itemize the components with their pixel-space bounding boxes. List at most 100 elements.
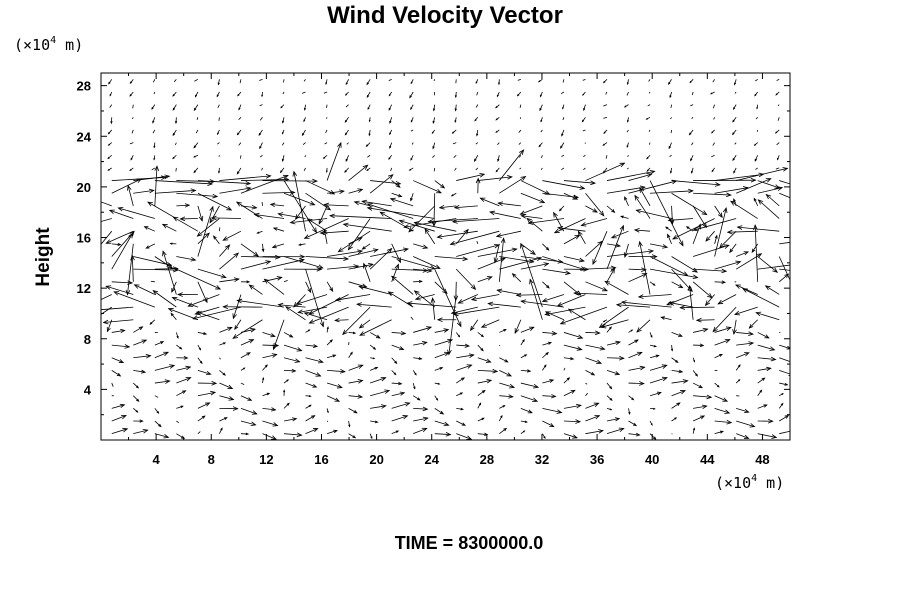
- wind-vector-head: [194, 310, 201, 316]
- wind-vector-head: [108, 209, 115, 214]
- wind-vector-head: [238, 107, 241, 111]
- wind-vector: [671, 192, 707, 215]
- wind-vector: [326, 281, 334, 292]
- wind-vector-head: [580, 222, 587, 227]
- wind-vector-head: [723, 244, 730, 249]
- wind-vector-head: [656, 391, 662, 396]
- wind-vector: [326, 339, 333, 346]
- wind-vector-head: [226, 205, 233, 211]
- wind-vector: [671, 180, 720, 186]
- wind-vector-head: [404, 402, 411, 407]
- wind-vector: [154, 395, 159, 398]
- wind-vector: [154, 351, 169, 359]
- wind-vector: [111, 415, 127, 422]
- wind-vector-head: [194, 94, 198, 98]
- wind-vector: [649, 243, 668, 248]
- wind-vector: [456, 420, 466, 426]
- wind-vector: [526, 218, 543, 232]
- wind-vector-head: [784, 382, 789, 386]
- wind-vector-head: [374, 366, 379, 370]
- wind-vector: [757, 390, 762, 396]
- wind-vector: [519, 167, 522, 170]
- wind-vector-head: [519, 149, 525, 156]
- wind-vector-head: [303, 107, 307, 111]
- wind-vector: [174, 142, 177, 146]
- wind-vector-head: [574, 234, 581, 240]
- wind-vector-head: [366, 206, 373, 211]
- wind-vector-head: [763, 404, 768, 408]
- wind-vector-head: [784, 273, 790, 279]
- wind-vector-head: [611, 209, 616, 213]
- wind-vector-head: [690, 158, 693, 162]
- wind-vector-head: [179, 216, 186, 222]
- wind-vector-head: [236, 171, 240, 175]
- wind-vector-head: [678, 333, 683, 337]
- wind-vector: [278, 213, 306, 219]
- wind-vector-head: [140, 369, 147, 374]
- wind-vector-head: [141, 339, 148, 344]
- wind-vector: [666, 294, 694, 306]
- wind-vector-head: [389, 145, 392, 149]
- wind-vector-head: [514, 328, 520, 335]
- wind-vector: [766, 194, 780, 207]
- wind-vector-head: [473, 158, 477, 163]
- wind-vector-head: [495, 130, 498, 133]
- wind-vector: [154, 341, 164, 346]
- wind-vector: [172, 297, 199, 308]
- x-axis-unit: (×104 m): [715, 473, 784, 492]
- wind-vector: [560, 306, 608, 325]
- wind-vector: [561, 167, 565, 171]
- wind-vector-head: [148, 188, 155, 194]
- wind-vector-head: [495, 233, 502, 238]
- wind-vector: [671, 268, 693, 292]
- wind-vector: [693, 268, 727, 272]
- wind-vector: [736, 332, 754, 335]
- wind-vector-head: [519, 210, 526, 215]
- wind-vector-head: [572, 434, 578, 439]
- wind-vector-head: [726, 229, 733, 235]
- wind-vector-head: [516, 93, 520, 97]
- wind-vector-head: [410, 81, 413, 85]
- wind-vector-head: [316, 266, 323, 272]
- wind-vector: [712, 306, 737, 332]
- wind-vector-head: [470, 296, 477, 302]
- wind-vector: [453, 154, 457, 158]
- wind-vector: [712, 104, 716, 109]
- wind-vector-head: [163, 434, 170, 439]
- wind-vector: [303, 167, 306, 171]
- wind-vector: [499, 428, 507, 434]
- wind-vector-head: [615, 340, 622, 346]
- wind-vector-head: [653, 407, 656, 410]
- wind-vector-head: [130, 157, 133, 161]
- wind-vector: [264, 278, 285, 295]
- wind-vector: [101, 201, 112, 207]
- wind-vector: [188, 294, 220, 307]
- wind-vector: [219, 357, 221, 360]
- wind-vector-head: [695, 317, 702, 323]
- wind-vector-head: [424, 228, 430, 235]
- wind-vector: [670, 129, 672, 134]
- wind-vector-head: [192, 315, 199, 320]
- wind-vector: [563, 256, 585, 262]
- wind-vector-head: [764, 285, 771, 291]
- wind-vector: [542, 364, 547, 371]
- wind-vector: [520, 256, 563, 263]
- x-tick-label: 36: [590, 452, 604, 467]
- wind-vector-head: [453, 205, 460, 210]
- wind-vector: [270, 204, 285, 207]
- wind-vector: [563, 367, 566, 371]
- wind-vector-head: [261, 94, 264, 98]
- wind-vector: [668, 142, 672, 149]
- wind-vector-head: [272, 227, 278, 231]
- wind-vector: [283, 180, 317, 233]
- wind-vector: [172, 129, 177, 136]
- wind-vector: [370, 248, 409, 257]
- wind-vector: [606, 170, 655, 181]
- wind-vector: [193, 104, 199, 111]
- wind-vector-head: [590, 180, 597, 186]
- y-tick-label: 28: [77, 79, 91, 94]
- wind-vector-head: [350, 351, 353, 355]
- wind-vector-head: [618, 427, 625, 433]
- wind-vector-head: [418, 279, 423, 284]
- wind-vector-head: [253, 251, 260, 257]
